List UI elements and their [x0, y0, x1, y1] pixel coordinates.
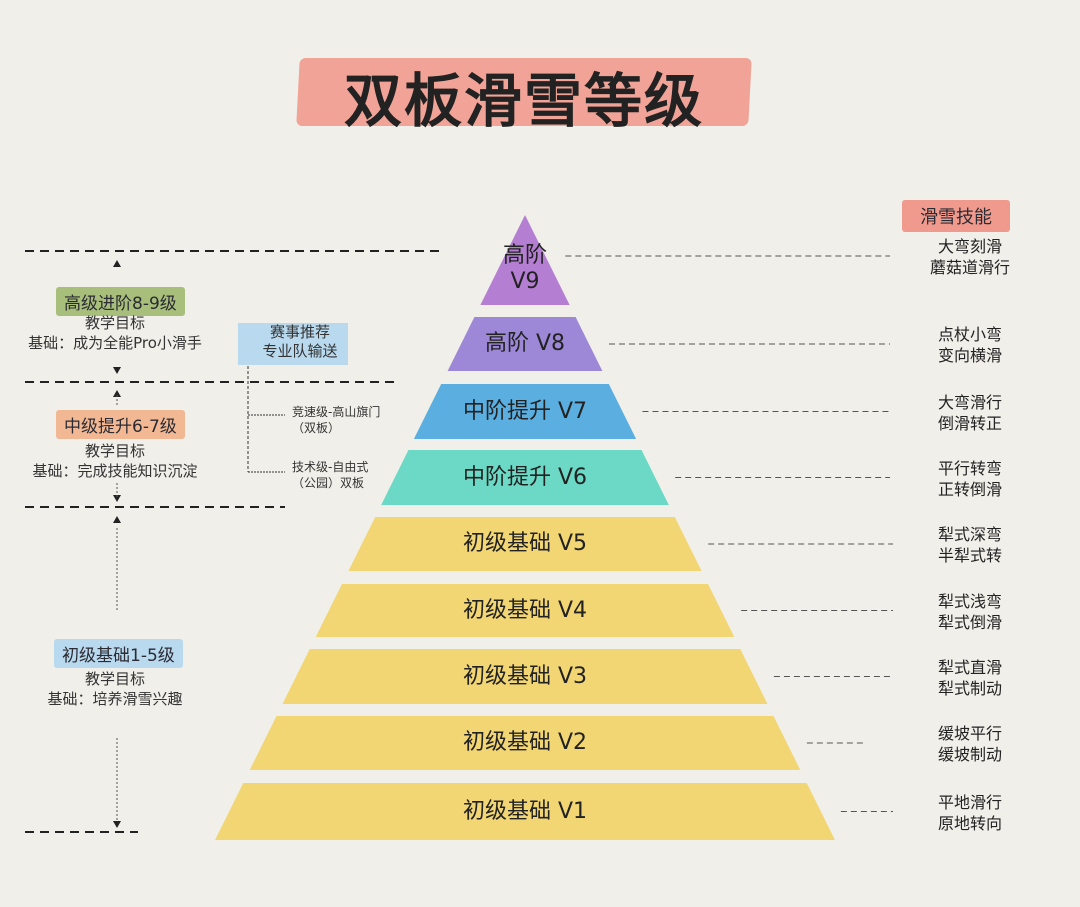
branch-line: （公园）双板: [292, 476, 365, 490]
skill-list: 犁式深弯 半犁式转: [905, 524, 1035, 566]
skill-item: 半犁式转: [937, 546, 1002, 565]
tier-label-line: 初级基础 V3: [462, 663, 588, 689]
skill-item: 犁式浅弯: [937, 591, 1002, 611]
stage-goal: 教学目标: [84, 670, 145, 688]
stage-basis: 基础：完成技能知识沉淀: [32, 462, 198, 480]
skill-item: 变向横滑: [937, 346, 1002, 365]
tier-label-line: 高阶 V8: [484, 331, 566, 356]
tier-label-line: 初级基础 V4: [462, 597, 588, 623]
competition-box: 赛事推荐 专业队输送: [238, 323, 348, 365]
tier-label-line: 中阶提升 V6: [462, 464, 588, 490]
skill-item: 犁式深弯: [937, 525, 1002, 544]
arrow-up-icon: [113, 390, 121, 397]
arrow-down-icon: [113, 821, 121, 828]
tier-label-line: V9: [510, 269, 540, 294]
pyramid-tier: [282, 649, 768, 704]
pyramid-tier: [215, 783, 835, 840]
stage-desc-intermediate: 教学目标基础：完成技能知识沉淀: [10, 441, 220, 481]
skill-item: 点杖小弯: [937, 325, 1002, 344]
pyramid-tier: [381, 450, 669, 505]
skill-item: 倒滑转正: [937, 413, 1002, 433]
tier-label: 中阶提升 V6: [405, 465, 645, 491]
tier-label: 初级基础 V3: [405, 664, 645, 690]
tier-label-line: 初级基础 V1: [462, 798, 588, 824]
stage-desc-advanced: 教学目标基础：成为全能Pro小滑手: [10, 313, 220, 353]
skill-item: 犁式直滑: [937, 657, 1002, 677]
pyramid-tier: [480, 215, 570, 305]
tier-label-line: 中阶提升 V7: [462, 398, 588, 424]
stage-goal: 教学目标: [84, 442, 145, 460]
stage-tag-intermediate: 中级提升6-7级: [56, 410, 185, 439]
skill-list: 平地滑行 原地转向: [905, 792, 1035, 834]
skill-item: 平行转弯: [937, 458, 1002, 478]
skill-list: 大弯滑行 倒滑转正: [905, 392, 1035, 434]
stage-desc-beginner: 教学目标基础：培养滑雪兴趣: [10, 669, 220, 709]
arrow-down-icon: [113, 367, 121, 374]
skill-list: 平行转弯 正转倒滑: [905, 458, 1035, 500]
skill-item: 平地滑行: [937, 792, 1002, 812]
tier-label: 初级基础 V4: [405, 598, 645, 624]
stage-goal: 教学目标: [84, 314, 145, 332]
tier-label: 中阶提升 V7: [405, 399, 645, 425]
pyramid-tier: [447, 317, 603, 371]
tier-label-line: 初级基础 V5: [462, 531, 588, 556]
tier-label: 高阶 V9: [405, 243, 645, 295]
tier-label: 初级基础 V1: [405, 799, 645, 825]
skill-item: 蘑菇道滑行: [929, 258, 1010, 277]
pyramid-tier: [413, 384, 637, 439]
tier-label-line: 高阶: [502, 243, 547, 268]
tier-label: 初级基础 V2: [405, 730, 645, 756]
skill-list: 犁式直滑 犁式制动: [905, 657, 1035, 699]
branch-racing: 竞速级-高山旗门 （双板）: [292, 404, 380, 436]
skill-list: 大弯刻滑 蘑菇道滑行: [905, 236, 1035, 278]
skill-item: 大弯滑行: [937, 392, 1002, 412]
arrow-up-icon: [113, 260, 121, 267]
tier-label-line: 初级基础 V2: [462, 730, 588, 755]
skill-item: 正转倒滑: [937, 479, 1002, 499]
skill-item: 原地转向: [937, 813, 1002, 833]
stage-tag-beginner: 初级基础1-5级: [54, 639, 183, 668]
page-title: 双板滑雪等级: [343, 67, 704, 135]
stage-tag-advanced: 高级进阶8-9级: [56, 287, 185, 316]
skill-item: 犁式倒滑: [937, 612, 1002, 632]
competition-line: 赛事推荐: [269, 323, 330, 341]
skill-item: 犁式制动: [937, 678, 1002, 698]
branch-line: 竞速级-高山旗门: [292, 405, 381, 419]
skill-item: 缓坡制动: [937, 745, 1002, 764]
skill-item: 大弯刻滑: [937, 237, 1002, 256]
stage-basis: 基础：培养滑雪兴趣: [47, 690, 183, 708]
branch-technical: 技术级-自由式 （公园）双板: [292, 459, 368, 491]
pyramid-tier: [249, 716, 801, 770]
skills-header: 滑雪技能: [902, 200, 1010, 232]
skill-item: 缓坡平行: [937, 724, 1002, 743]
pyramid-tier: [348, 517, 702, 571]
arrow-up-icon: [113, 516, 121, 523]
competition-line: 专业队输送: [262, 342, 338, 360]
arrow-down-icon: [113, 495, 121, 502]
tier-label: 初级基础 V5: [405, 531, 645, 557]
pyramid-tier: [315, 584, 735, 637]
stage-basis: 基础：成为全能Pro小滑手: [28, 334, 202, 352]
skill-list: 犁式浅弯 犁式倒滑: [905, 591, 1035, 633]
branch-line: （双板）: [292, 421, 341, 435]
skill-list: 缓坡平行 缓坡制动: [905, 723, 1035, 765]
tier-label: 高阶 V8: [405, 331, 645, 357]
skill-list: 点杖小弯 变向横滑: [905, 324, 1035, 366]
branch-line: 技术级-自由式: [292, 460, 369, 474]
